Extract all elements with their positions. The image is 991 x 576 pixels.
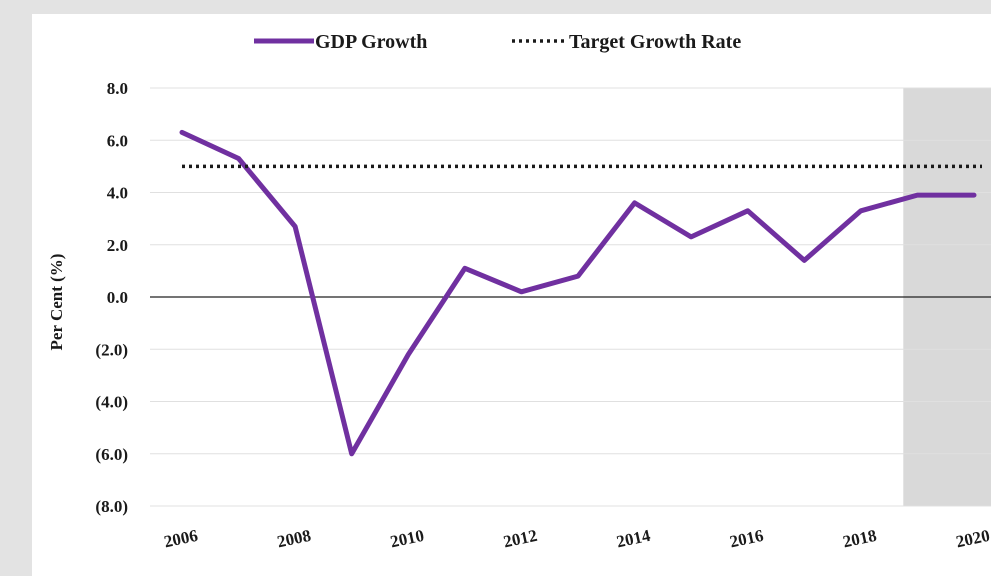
y-tick-label: (8.0) (95, 497, 128, 516)
y-tick-label: 2.0 (107, 236, 128, 255)
legend-target-label: Target Growth Rate (569, 31, 741, 53)
legend-gdp-label: GDP Growth (315, 31, 427, 53)
x-tick-label: 2010 (389, 526, 426, 552)
y-tick-label: (4.0) (95, 393, 128, 412)
y-tick-label: 8.0 (107, 79, 128, 98)
y-axis-title: Per Cent (%) (47, 254, 66, 351)
y-tick-label: (2.0) (95, 340, 128, 359)
x-tick-label: 2012 (502, 526, 539, 552)
y-tick-label: 6.0 (107, 131, 128, 150)
x-tick-label: 2008 (275, 526, 312, 552)
y-tick-label: 0.0 (107, 288, 128, 307)
gdp-growth-line (179, 129, 977, 457)
chart-svg: 8.0 6.0 4.0 2.0 0.0 (2.0) (4.0) (6.0) (8.0) 2006… (47, 31, 991, 552)
x-tick-label: 2020 (954, 526, 991, 552)
x-tick-label: 2014 (615, 526, 653, 552)
x-tick-label: 2016 (728, 526, 765, 552)
y-tick-label: (6.0) (95, 445, 128, 464)
chart-panel: 8.0 6.0 4.0 2.0 0.0 (2.0) (4.0) (6.0) (8.0) 2006… (32, 14, 991, 576)
y-tick-label: 4.0 (107, 184, 128, 203)
x-tick-label: 2018 (841, 526, 878, 552)
x-tick-label: 2006 (162, 526, 199, 552)
